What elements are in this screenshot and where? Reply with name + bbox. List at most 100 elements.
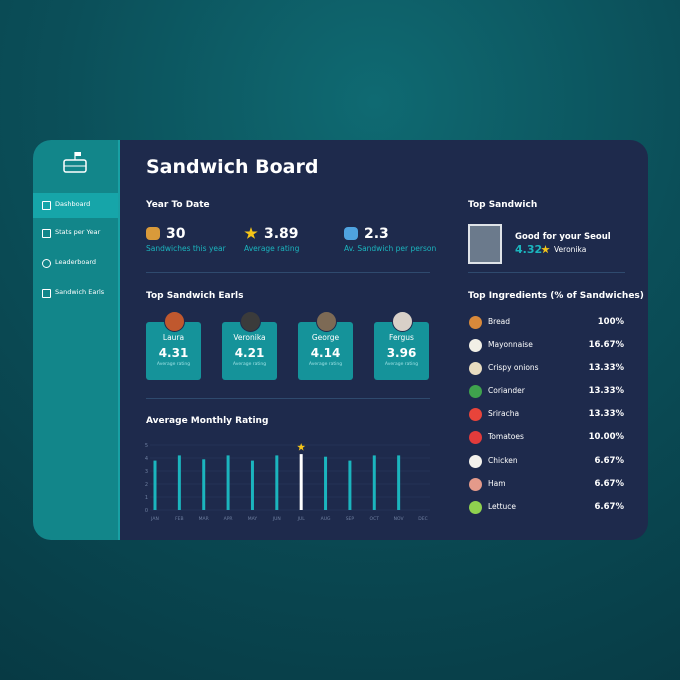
nav-icon <box>42 201 51 210</box>
bar <box>299 454 303 510</box>
ingredient-icon <box>469 339 482 352</box>
divider <box>468 272 625 273</box>
ingredient-value: 13.33% <box>588 386 624 396</box>
avatar <box>164 311 185 332</box>
logo <box>63 152 87 173</box>
ingredient-name: Crispy onions <box>488 363 539 372</box>
divider <box>146 272 430 273</box>
stat-value: 2.3 <box>364 226 389 242</box>
stat-value: 30 <box>166 226 186 242</box>
bar <box>250 460 254 510</box>
nav-label[interactable]: Dashboard <box>55 200 91 208</box>
y-tick-label: 0 <box>145 508 148 514</box>
earl-label: Average rating <box>308 362 343 367</box>
earl-score: 3.96 <box>386 346 417 360</box>
bar <box>372 455 376 510</box>
ingredient-name: Lettuce <box>488 502 517 511</box>
x-tick-label: MAR <box>199 516 209 522</box>
earl-name: Fergus <box>389 333 414 342</box>
nav-label[interactable]: Leaderboard <box>55 258 97 266</box>
ingredient-name: Chicken <box>488 456 518 465</box>
stat-label: Sandwiches this year <box>146 244 226 253</box>
section-title: Year To Date <box>146 200 210 210</box>
avatar <box>316 311 337 332</box>
ingredient-name: Mayonnaise <box>488 340 533 349</box>
avatar <box>240 311 261 332</box>
section-title: Top Sandwich Earls <box>146 291 244 301</box>
section-title: Top Ingredients (% of Sandwiches) <box>468 291 644 301</box>
earl-score: 4.14 <box>310 346 341 360</box>
bar <box>177 455 181 510</box>
x-tick-label: FEB <box>175 516 184 522</box>
avatar <box>392 311 413 332</box>
earl-label: Average rating <box>156 362 191 367</box>
divider <box>146 398 430 399</box>
ingredient-value: 6.67% <box>594 502 625 512</box>
ingredient-name: Sriracha <box>488 409 520 418</box>
nav-label[interactable]: Stats per Year <box>55 228 101 236</box>
x-tick-label: JUN <box>272 516 281 522</box>
earl-card: Veronika 4.21 Average rating <box>222 311 277 380</box>
earl-card: George 4.14 Average rating <box>298 311 353 380</box>
x-tick-label: NOV <box>394 516 405 522</box>
sandwich-rating: 4.32 <box>515 243 543 256</box>
ingredient-icon <box>469 408 482 421</box>
bar <box>153 460 157 510</box>
ingredient-value: 13.33% <box>588 363 624 373</box>
ingredient-name: Ham <box>488 479 506 488</box>
x-tick-label: OCT <box>370 516 380 522</box>
earl-name: Laura <box>162 333 185 342</box>
x-tick-label: SEP <box>346 516 355 522</box>
x-tick-label: APR <box>224 516 233 522</box>
bar <box>397 455 401 510</box>
bar <box>226 455 230 510</box>
star-icon <box>541 245 550 254</box>
bar <box>324 456 328 510</box>
dashboard-card: Dashboard Stats per Year Leaderboard Sandwi… <box>33 140 648 540</box>
y-tick-label: 5 <box>145 443 148 449</box>
stat-value: 3.89 <box>264 226 299 242</box>
ingredient-value: 6.67% <box>594 456 625 466</box>
ingredient-name: Coriander <box>488 386 525 395</box>
page-title: Sandwich Board <box>146 156 319 178</box>
x-tick-label: DEC <box>418 516 427 522</box>
stat-label: Average rating <box>244 244 300 253</box>
nav-item[interactable]: Stats per Year <box>33 221 118 246</box>
earl-score: 4.21 <box>234 346 265 360</box>
ingredient-icon <box>469 501 482 514</box>
sandwich-photo <box>468 224 502 264</box>
nav-label[interactable]: Sandwich Earls <box>55 288 105 296</box>
nav-item[interactable]: Sandwich Earls <box>33 281 118 306</box>
bar <box>202 459 206 510</box>
ingredient-icon <box>469 455 482 468</box>
ingredient-value: 6.67% <box>594 479 625 489</box>
x-tick-label: AUG <box>321 516 331 522</box>
y-tick-label: 1 <box>145 495 148 501</box>
earl-score: 4.31 <box>158 346 189 360</box>
stat-icon <box>146 227 160 240</box>
y-tick-label: 3 <box>145 469 148 475</box>
earl-label: Average rating <box>232 362 267 367</box>
bar <box>275 455 279 510</box>
x-tick-label: JUL <box>297 516 306 522</box>
ingredient-icon <box>469 316 482 329</box>
stat-label: Av. Sandwich per person <box>344 244 437 253</box>
sandwich-name: Good for your Seoul <box>515 232 611 242</box>
nav-item[interactable]: Leaderboard <box>33 251 118 276</box>
x-tick-label: JAN <box>150 516 159 522</box>
nav-icon <box>42 259 51 268</box>
ingredient-name: Bread <box>488 317 511 326</box>
ingredient-icon <box>469 478 482 491</box>
earl-name: Veronika <box>233 333 266 342</box>
ingredient-name: Tomatoes <box>488 432 524 441</box>
ingredient-value: 10.00% <box>588 432 624 442</box>
ingredient-value: 100% <box>597 317 624 327</box>
chart-title: Average Monthly Rating <box>146 416 269 426</box>
earl-card: Fergus 3.96 Average rating <box>374 311 429 380</box>
earl-name: George <box>311 333 340 342</box>
highlight-star <box>297 443 306 451</box>
nav-item[interactable]: Dashboard <box>33 193 118 218</box>
y-tick-label: 4 <box>145 456 148 462</box>
y-tick-label: 2 <box>145 482 148 488</box>
